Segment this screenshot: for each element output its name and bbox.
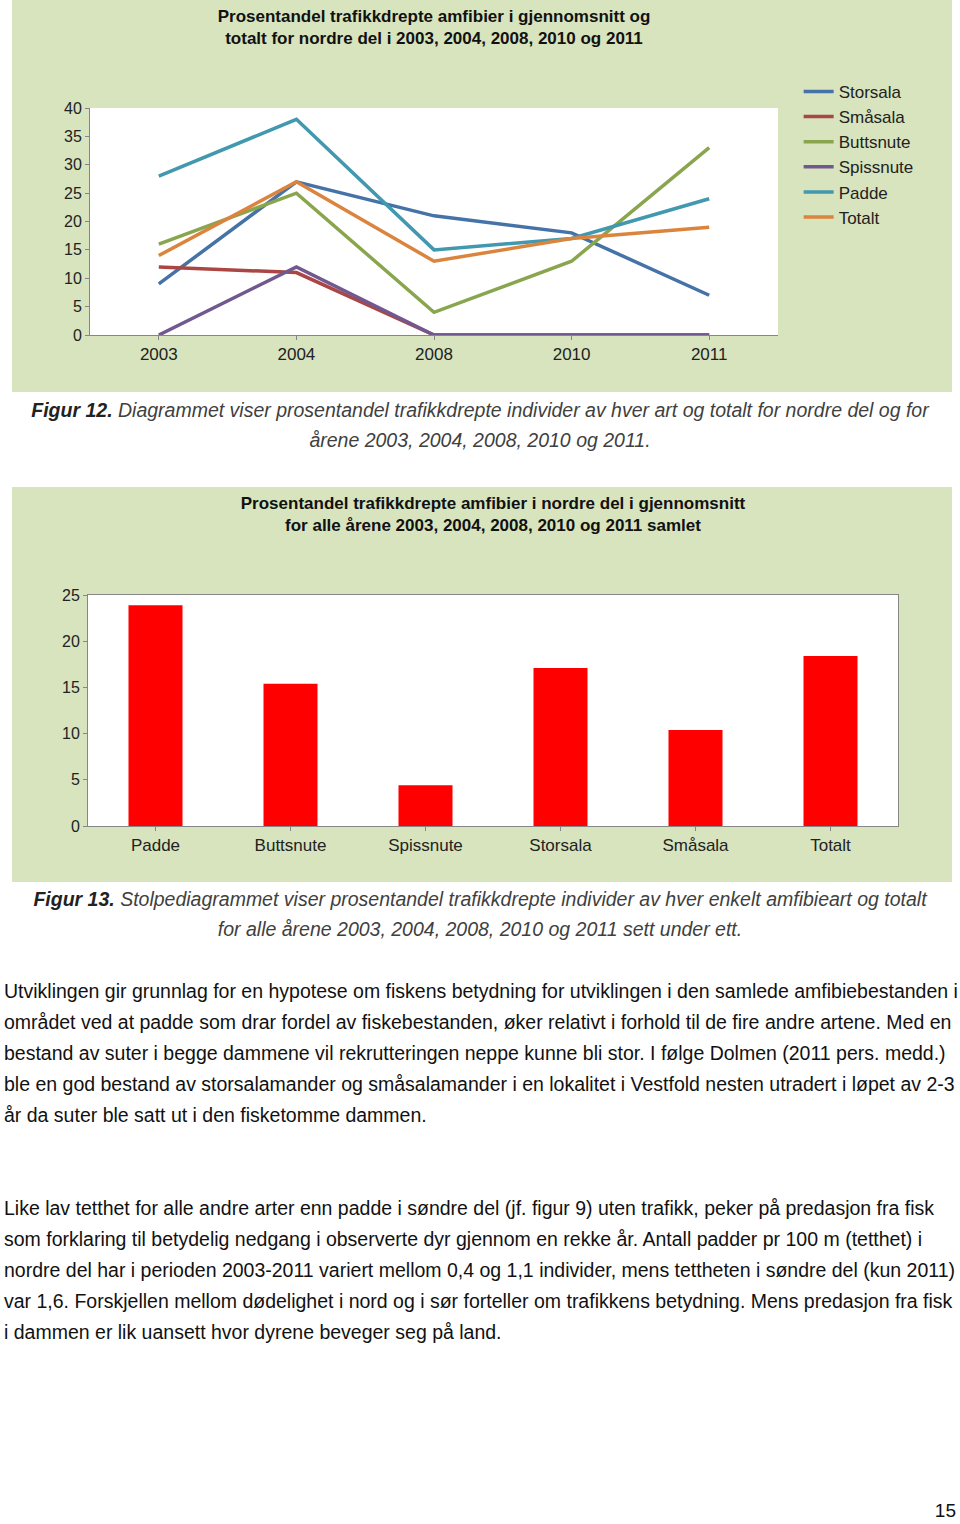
svg-text:Spissnute: Spissnute [388,836,463,855]
html-text:Figur 12. Diagrammet viser pro: Figur 12. Diagrammet viser prosentandel … [31,399,929,451]
svg-text:25: 25 [64,185,82,202]
svg-text:40: 40 [64,100,82,117]
svg-text:35: 35 [64,128,82,145]
svg-text:Prosentandel trafikkdrepte amf: Prosentandel trafikkdrepte amfibier i no… [241,494,746,535]
html-text:Figur 13. Stolpediagrammet vis: Figur 13. Stolpediagrammet viser prosent… [33,888,927,940]
svg-text:10: 10 [64,270,82,287]
html-text:Like lav tetthet for alle andr: Like lav tetthet for alle andre arter en… [4,1197,955,1343]
svg-text:Småsala: Småsala [662,836,729,855]
svg-text:5: 5 [71,771,80,788]
svg-text:2008: 2008 [415,345,453,364]
svg-text:15: 15 [62,679,80,696]
svg-text:0: 0 [71,818,80,835]
svg-text:Padde: Padde [131,836,180,855]
svg-text:30: 30 [64,156,82,173]
svg-text:Spissnute: Spissnute [839,158,914,177]
svg-text:Småsala: Småsala [839,108,906,127]
svg-text:25: 25 [62,587,80,604]
svg-text:15: 15 [64,241,82,258]
svg-text:Storsala: Storsala [839,83,902,102]
svg-text:Totalt: Totalt [810,836,851,855]
svg-text:Buttsnute: Buttsnute [839,133,911,152]
svg-text:Totalt: Totalt [839,209,880,228]
svg-text:20: 20 [62,633,80,650]
svg-text:Buttsnute: Buttsnute [255,836,327,855]
svg-text:10: 10 [62,725,80,742]
html-text:15: 15 [934,1500,956,1521]
svg-text:2003: 2003 [140,345,178,364]
svg-text:2010: 2010 [553,345,591,364]
svg-text:5: 5 [73,298,82,315]
svg-text:20: 20 [64,213,82,230]
svg-text:Storsala: Storsala [529,836,592,855]
html-text:Utviklingen gir grunnlag for e: Utviklingen gir grunnlag for en hypotese… [4,980,958,1126]
svg-text:2004: 2004 [277,345,315,364]
svg-text:Prosentandel trafikkdrepte amf: Prosentandel trafikkdrepte amfibier i gj… [218,7,651,48]
svg-text:Padde: Padde [839,184,888,203]
svg-text:2011: 2011 [691,345,728,364]
svg-text:0: 0 [73,327,82,344]
